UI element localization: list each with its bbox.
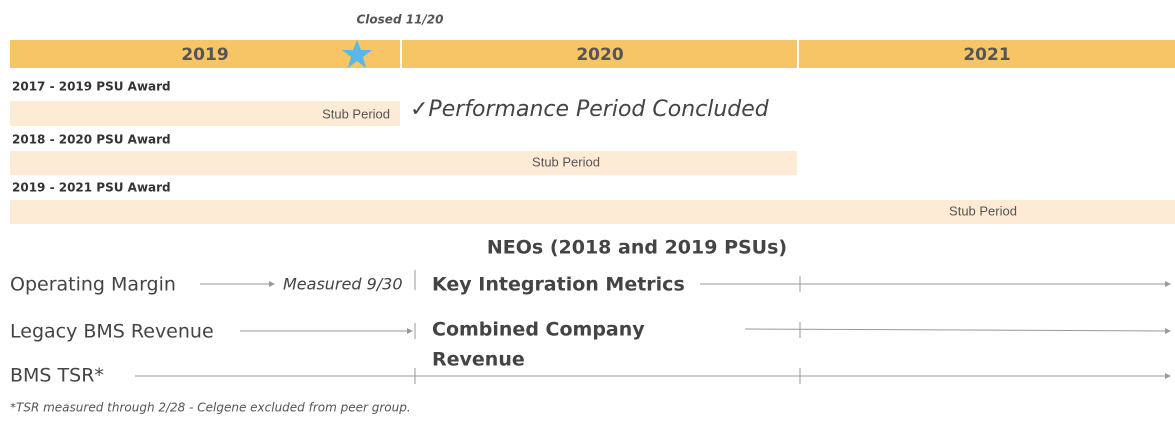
star (342, 40, 372, 68)
year: 2020 (576, 45, 623, 65)
bar-label: Stub Period (322, 106, 390, 121)
year-bar (402, 40, 797, 68)
award-name: 2017 - 2019 PSU Award (12, 80, 171, 94)
closed-label: Closed 11/20 (357, 13, 444, 27)
bar-label: Stub Period (949, 203, 1017, 218)
metric: Legacy BMS Revenue (10, 321, 214, 343)
metric: Key Integration Metrics (432, 274, 685, 296)
award-bar (10, 200, 1175, 224)
year: 2021 (963, 45, 1010, 65)
year: 2019 (181, 45, 228, 65)
award-name: 2018 - 2020 PSU Award (12, 133, 171, 147)
neos-title: NEOs (2018 and 2019 PSUs) (487, 237, 787, 259)
award-bar (10, 101, 400, 126)
award-bar (10, 151, 797, 175)
year-bar (10, 40, 400, 68)
year-bar (799, 40, 1175, 68)
footnote: *TSR measured through 2/28 - Celgene exc… (10, 401, 411, 415)
metric: Operating Margin (10, 274, 176, 296)
metric: BMS TSR* (10, 365, 104, 387)
arrow (744, 327, 1171, 334)
concluded: ✓Performance Period Concluded (410, 97, 770, 122)
measured: Measured 9/30 (283, 275, 403, 294)
award-name: 2019 - 2021 PSU Award (12, 181, 171, 195)
metric: Combined Company (432, 319, 645, 341)
bar-label: Stub Period (532, 154, 600, 169)
metric: Revenue (432, 349, 525, 371)
